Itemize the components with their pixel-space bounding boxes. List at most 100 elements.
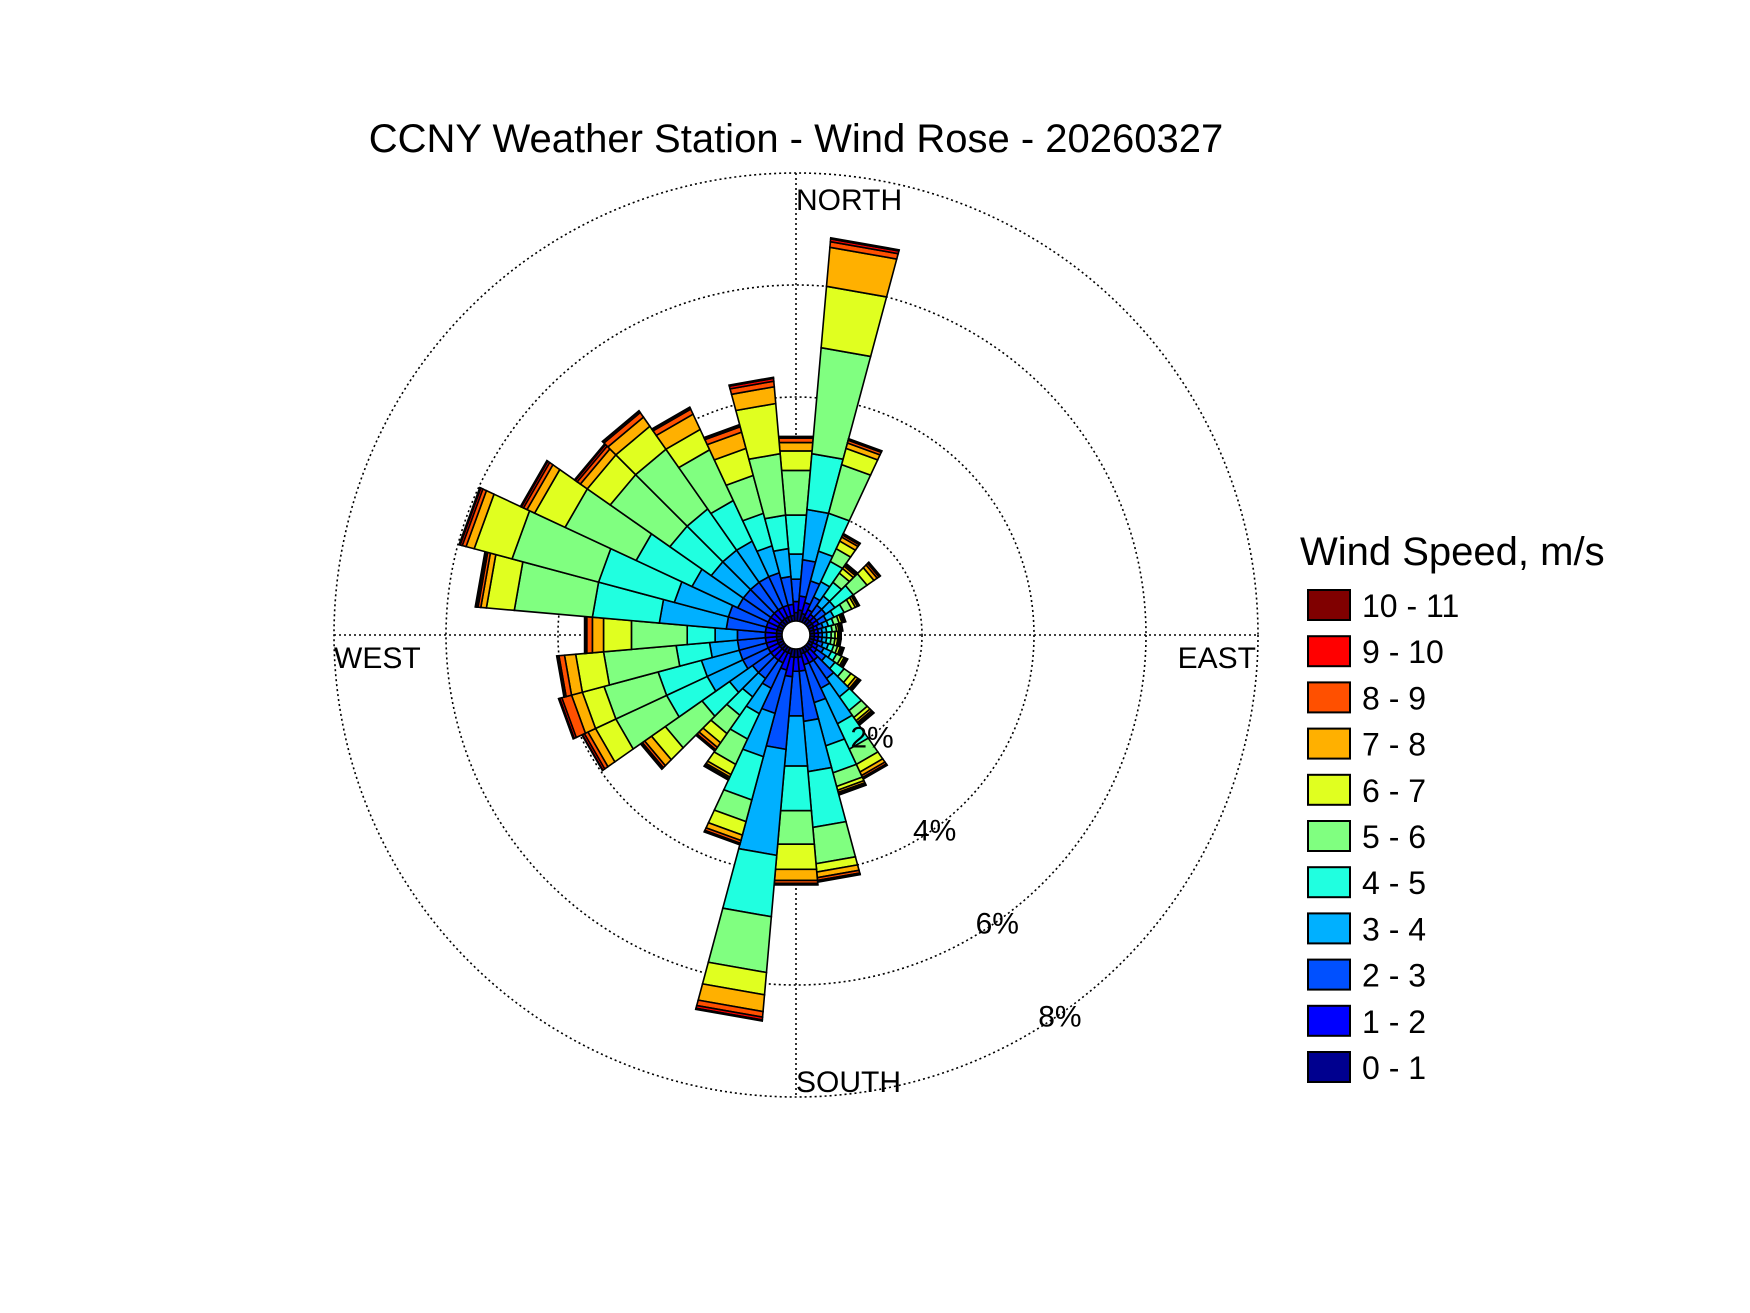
sector-70-bin-10 [841,612,847,623]
legend-item: 8 - 9 [1307,680,1426,716]
sector-80-bin-10 [839,621,844,632]
wind-sectors [457,236,901,1022]
legend-item: 5 - 6 [1307,819,1426,855]
legend-swatch [1307,1004,1351,1037]
legend-title: Wind Speed, m/s [1300,530,1605,574]
sector-350-bin-10 [728,376,775,388]
sector-200 [703,646,794,846]
sector-190-bin-4 [721,847,778,918]
sector-280 [474,550,784,635]
legend-swatch [1307,912,1351,945]
legend-swatch [1307,820,1351,852]
sector-210-bin-10 [702,764,730,782]
sector-160 [798,646,868,797]
sector-180-bin-7 [773,868,819,882]
direction-label-east: EAST [1178,642,1256,675]
legend-label: 8 - 9 [1362,680,1426,716]
sector-10-bin-6 [820,285,888,358]
sector-190 [694,647,796,1022]
radial-tick-label-4: 4% [913,815,956,848]
legend-swatch [1307,958,1351,991]
sector-260 [555,635,784,699]
legend-label: 6 - 7 [1362,773,1426,809]
legend-label: 1 - 2 [1362,1004,1426,1040]
sector-290-bin-10 [457,486,482,546]
sector-300 [519,459,786,631]
sector-250 [557,637,785,740]
sector-240 [580,639,786,772]
sector-60-bin-10 [851,593,861,607]
sector-30-bin-10 [842,532,862,545]
chart-title: CCNY Weather Station - Wind Rose - 20260… [369,117,1224,161]
legend-label: 3 - 4 [1362,911,1426,947]
sector-300-bin-10 [519,459,549,508]
legend-label: 0 - 1 [1362,1050,1426,1086]
sector-120 [806,639,849,669]
legend-swatch [1307,1051,1351,1083]
sector-270-bin-7 [591,616,605,654]
legend-item: 7 - 8 [1307,727,1426,763]
sector-330-bin-10 [650,405,692,431]
legend-item: 6 - 7 [1307,773,1426,809]
sector-270-bin-8 [585,615,594,655]
sector-90-bin-10 [839,630,842,640]
direction-label-south: SOUTH [796,1066,901,1099]
radial-tick-label-2: 2% [850,722,893,755]
legend-item: 2 - 3 [1307,958,1426,994]
legend-label: 4 - 5 [1362,865,1426,901]
sector-150 [800,645,889,781]
legend-item: 1 - 2 [1307,1004,1426,1040]
sector-350 [728,376,796,623]
sector-190-bin-5 [707,907,773,974]
sector-190-bin-10 [694,1007,764,1022]
sector-250-bin-10 [557,697,576,740]
sector-10 [796,236,901,623]
sector-0-bin-6 [779,450,813,472]
sector-0-bin-7 [778,441,814,452]
legend: 10 - 11 9 - 10 8 - 9 7 - 8 6 - 7 5 - 6 4 - 5 3 … [1307,588,1459,1086]
sector-270-bin-6 [602,617,633,653]
sector-260-bin-10 [555,655,566,699]
sector-180 [773,648,819,886]
sector-0-bin-5 [780,469,812,516]
legend-swatch [1307,773,1351,806]
legend-swatch [1307,681,1351,714]
sector-310 [573,442,788,629]
legend-item: 10 - 11 [1307,588,1459,624]
legend-item: 9 - 10 [1307,634,1444,670]
radial-tick-labels: 2% 4% 6% 8% [850,722,1081,1034]
legend-swatch [1307,635,1351,668]
sector-180-bin-6 [774,843,818,871]
sector-50-bin-10 [867,560,882,578]
direction-label-west: WEST [334,642,421,675]
legend-label: 10 - 11 [1362,588,1459,624]
legend-label: 7 - 8 [1362,727,1426,763]
sector-10-bin-5 [811,346,872,461]
sector-180-bin-5 [776,809,816,846]
legend-label: 5 - 6 [1362,819,1426,855]
legend-swatch [1307,727,1351,760]
sector-290 [457,486,785,633]
sector-330 [650,405,792,625]
sector-20 [798,437,884,624]
sector-180-bin-4 [779,765,813,812]
sector-20-bin-10 [847,437,884,453]
sector-270-bin-10 [583,615,586,655]
legend-label: 9 - 10 [1362,634,1444,670]
sector-320-bin-10 [601,409,641,443]
legend-swatch [1307,589,1351,621]
sector-10-bin-10 [829,236,901,252]
legend-item: 0 - 1 [1307,1050,1426,1086]
direction-label-north: NORTH [796,184,902,217]
radial-tick-label-6: 6% [976,907,1019,940]
sector-200-bin-10 [703,830,741,846]
center-hole [781,620,811,650]
sector-0 [777,435,815,622]
sector-320 [601,409,790,627]
legend-swatch [1307,866,1351,899]
sector-180-bin-10 [773,883,819,886]
radial-tick-label-8: 8% [1038,1000,1081,1033]
sector-220 [694,643,790,753]
sector-210 [702,645,792,782]
